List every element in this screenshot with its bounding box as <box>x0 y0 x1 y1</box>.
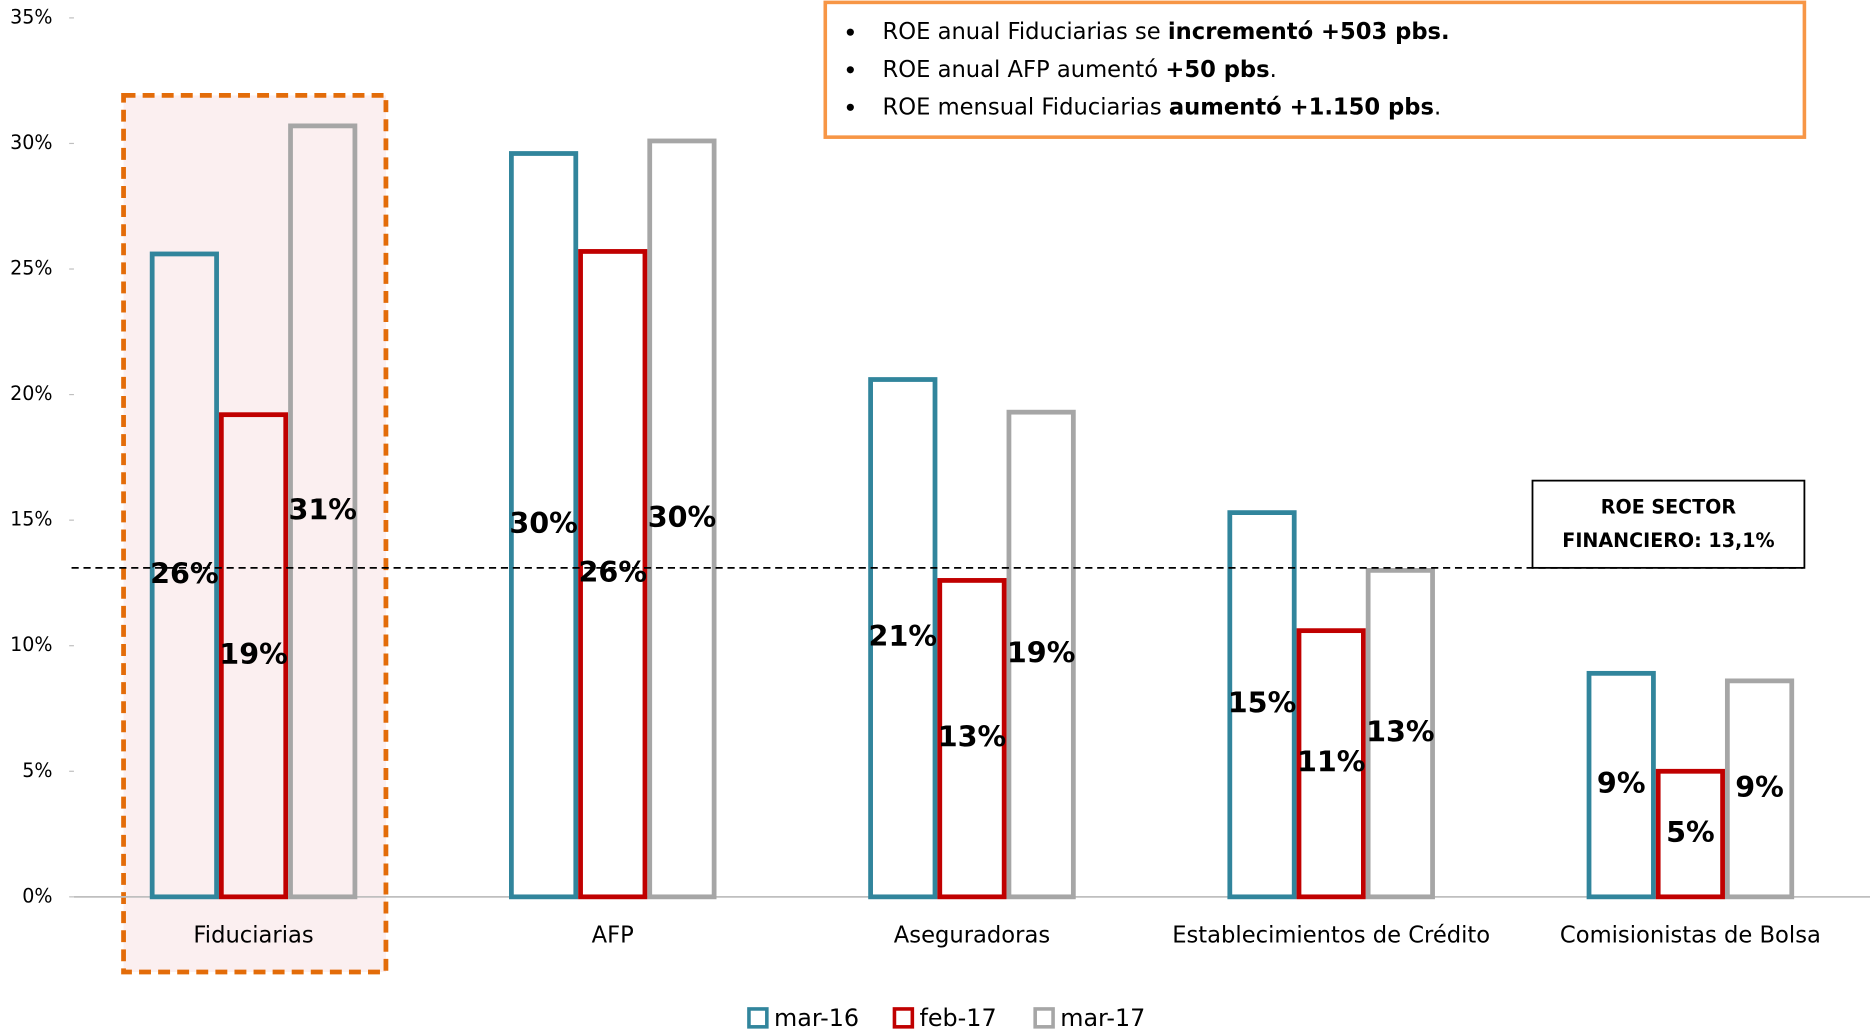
x-tick-label: Fiduciarias <box>193 923 313 949</box>
bullet <box>846 103 854 111</box>
value-label: 11% <box>1297 745 1365 779</box>
bar <box>1365 567 1435 900</box>
value-label: 26% <box>579 555 647 589</box>
legend-label: mar-17 <box>1060 1004 1145 1032</box>
annotation-line: ROE anual Fiduciarias se incrementó +503… <box>883 19 1450 45</box>
annotation-text: ROE mensual Fiduciarias <box>883 94 1169 120</box>
annotation-text: . <box>1434 94 1441 120</box>
legend-label: feb-17 <box>919 1004 996 1032</box>
y-tick-label: 20% <box>10 383 52 405</box>
annotation-line: ROE anual AFP aumentó +50 pbs. <box>883 56 1277 82</box>
bar <box>1586 670 1656 900</box>
x-tick-label: Comisionistas de Bolsa <box>1560 923 1821 949</box>
annotation-box <box>823 0 1807 139</box>
value-label: 31% <box>288 492 356 526</box>
y-tick-label: 0% <box>22 885 52 907</box>
bullet <box>846 28 854 36</box>
reference-label: FINANCIERO: 13,1% <box>1562 530 1774 552</box>
value-label: 30% <box>509 506 577 540</box>
x-tick-label: Aseguradoras <box>894 923 1050 949</box>
y-tick-label: 10% <box>10 634 52 656</box>
value-label: 9% <box>1735 770 1784 804</box>
highlight-box <box>121 93 389 975</box>
value-label: 13% <box>1366 715 1434 749</box>
value-label: 13% <box>938 720 1006 754</box>
value-label: 15% <box>1228 686 1296 720</box>
annotation-text: . <box>1270 56 1277 82</box>
bar <box>1296 628 1366 900</box>
legend-swatch <box>892 1007 915 1029</box>
annotation-text: incrementó +503 pbs. <box>1168 19 1450 45</box>
value-label: 5% <box>1666 815 1715 849</box>
bullet <box>846 66 854 74</box>
bar <box>1655 768 1725 900</box>
bar <box>868 377 938 900</box>
value-label: 30% <box>648 500 716 534</box>
bar <box>1006 409 1076 900</box>
y-tick-label: 30% <box>10 132 52 154</box>
bar <box>647 138 717 900</box>
legend-swatch <box>747 1007 769 1029</box>
y-tick-label: 15% <box>10 509 52 531</box>
x-tick-label: Establecimientos de Crédito <box>1172 923 1490 949</box>
annotation-line: ROE mensual Fiduciarias aumentó +1.150 p… <box>883 94 1442 120</box>
value-label: 19% <box>219 637 287 671</box>
reference-label-box <box>1531 479 1806 569</box>
value-label: 26% <box>150 556 218 590</box>
bar <box>1227 510 1297 900</box>
bar <box>509 151 579 900</box>
value-label: 19% <box>1007 636 1075 670</box>
bar <box>937 578 1007 900</box>
y-tick-label: 5% <box>22 760 52 782</box>
annotation-text: ROE anual Fiduciarias se <box>883 19 1168 45</box>
y-tick-label: 35% <box>10 6 52 28</box>
bar <box>149 251 219 900</box>
value-label: 21% <box>869 619 937 653</box>
value-label: 9% <box>1597 766 1646 800</box>
legend-swatch <box>1033 1007 1055 1029</box>
y-tick-label: 25% <box>10 258 52 280</box>
legend-label: mar-16 <box>774 1004 859 1032</box>
reference-label: ROE SECTOR <box>1601 497 1737 519</box>
bar <box>288 123 358 900</box>
bar <box>578 249 648 900</box>
bar <box>218 412 289 900</box>
annotation-text: aumentó +1.150 pbs <box>1169 94 1434 120</box>
annotation-text: +50 pbs <box>1165 56 1269 82</box>
annotation-text: ROE anual AFP aumentó <box>883 56 1166 82</box>
x-tick-label: AFP <box>592 923 634 949</box>
bar <box>1724 678 1795 900</box>
